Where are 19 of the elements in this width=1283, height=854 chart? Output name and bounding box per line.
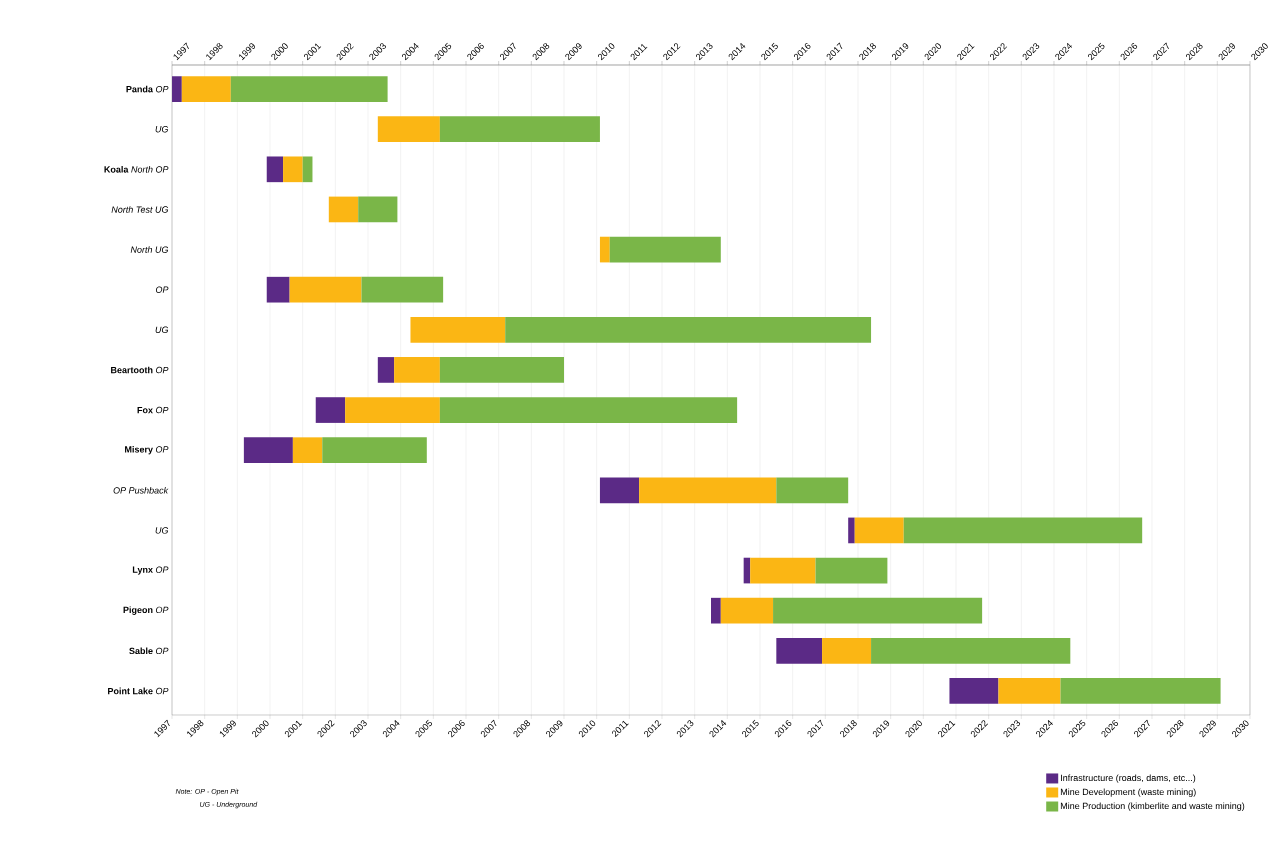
y-tick-label: North Test UG (111, 206, 169, 213)
y-tick-label: Sable OP (129, 647, 169, 655)
y-tick-label: OP (155, 286, 169, 293)
y-tick-label: OP Pushback (113, 487, 169, 494)
y-tick-label: Point Lake OP (108, 687, 169, 695)
y-tick-label: Fox OP (137, 406, 169, 414)
y-tick-label: North UG (130, 246, 169, 253)
legend-label: Mine Development (waste mining) (1060, 788, 1196, 797)
y-tick-label: Misery OP (125, 445, 169, 455)
y-tick-label: Pigeon OP (123, 606, 169, 615)
legend-label: Infrastructure (roads, dams, etc...) (1061, 774, 1196, 783)
y-tick-label: Lynx OP (132, 566, 169, 575)
y-tick-label: Panda OP (126, 85, 169, 93)
y-tick-label: UG (155, 326, 169, 333)
legend-label: Mine Production (kimberlite and waste mining) (1060, 802, 1245, 811)
y-tick-label: Koala North OP (104, 166, 169, 173)
y-tick-label: UG (155, 527, 169, 534)
y-tick-label: Beartooth OP (111, 366, 169, 374)
y-tick-label: UG (155, 126, 169, 133)
